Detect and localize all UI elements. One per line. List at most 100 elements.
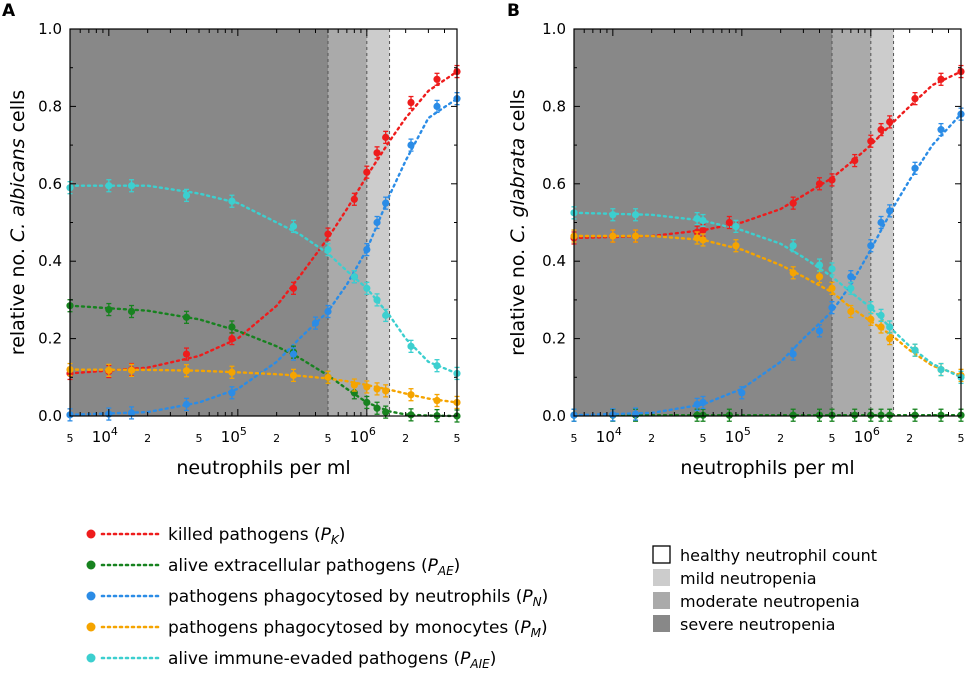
point-pn — [127, 409, 136, 417]
x-minor-tick-label: 5 — [454, 432, 461, 445]
point-pk — [828, 176, 836, 184]
x-minor-tick-label: 2 — [273, 432, 280, 445]
shade-swatch — [653, 569, 670, 586]
y-axis-title-species: C. albicans — [7, 138, 29, 242]
y-tick-label: 0.0 — [38, 407, 62, 425]
y-axis-title-prefix: relative no. — [7, 242, 29, 355]
shaded-regions — [70, 29, 391, 416]
point-paie — [228, 197, 236, 205]
point-pm — [105, 366, 113, 374]
point-pk — [725, 218, 733, 227]
x-minor-tick-label: 2 — [144, 432, 151, 445]
y-tick-label: 0.6 — [38, 175, 62, 193]
x-minor-tick-label: 2 — [777, 432, 784, 445]
point-pk — [867, 137, 875, 145]
point-pae — [105, 305, 113, 314]
point-pm — [127, 366, 136, 374]
legend-marker-pk — [86, 529, 96, 539]
point-pm — [631, 232, 640, 240]
y-tick-label: 0.2 — [38, 330, 62, 348]
point-pk — [289, 284, 298, 292]
legend-marker-pm — [86, 622, 96, 632]
point-paie — [363, 284, 371, 292]
x-axis-title: neutrophils per ml — [176, 457, 350, 479]
point-pae — [228, 323, 236, 331]
point-pn — [382, 199, 390, 207]
point-paie — [789, 242, 797, 250]
point-paie — [867, 304, 875, 312]
point-pk — [228, 335, 236, 343]
point-pn — [363, 245, 371, 254]
point-paie — [127, 182, 136, 190]
x-tick-label: 106 — [350, 425, 376, 446]
x-minor-tick-label: 2 — [906, 432, 913, 445]
series-legend: killed pathogens (PK) alive extracellular… — [86, 525, 548, 671]
point-pn — [867, 242, 875, 250]
point-pk — [815, 180, 824, 188]
point-pm — [789, 269, 797, 277]
point-pm — [732, 242, 740, 250]
point-paie — [699, 216, 707, 225]
point-pm — [693, 234, 701, 242]
point-pn — [289, 350, 298, 358]
legend-marker-pae — [86, 560, 96, 570]
point-paie — [847, 284, 855, 292]
y-axis-title-suffix: cells — [507, 89, 529, 138]
point-paie — [732, 222, 740, 230]
region-moderate-neutropenia — [328, 29, 367, 416]
point-paie — [911, 346, 919, 354]
x-minor-tick-label: 5 — [325, 432, 332, 445]
point-pk — [937, 75, 945, 83]
region-moderate-neutropenia — [832, 29, 871, 416]
point-pm — [867, 315, 875, 323]
point-pk — [911, 95, 919, 103]
point-pn — [911, 164, 919, 172]
point-pae — [886, 411, 894, 419]
y-tick-label: 0.0 — [542, 407, 566, 425]
point-pn — [407, 141, 415, 149]
point-pae — [789, 411, 797, 419]
point-pae — [382, 408, 390, 416]
point-pae — [182, 313, 191, 321]
point-pn — [937, 126, 945, 134]
legend-label-pm: pathogens phagocytosed by monocytes (PM) — [168, 618, 548, 640]
point-pk — [699, 226, 707, 234]
point-pn — [693, 400, 701, 408]
point-pm — [433, 396, 441, 405]
x-minor-tick-label: 5 — [67, 432, 74, 445]
x-tick-label: 105 — [221, 425, 247, 446]
point-pn — [699, 398, 707, 407]
x-tick-label: 106 — [854, 425, 880, 446]
point-pm — [815, 273, 824, 281]
point-pn — [738, 389, 746, 397]
neutropenia-legend: healthy neutrophil count mild neutropenia… — [652, 545, 877, 634]
point-pm — [373, 385, 381, 393]
legend-label-pn: pathogens phagocytosed by neutrophils (P… — [168, 587, 548, 609]
axis-ticks: 0.0 0.2 0.4 0.6 0.8 1.0 104 105 106 5 2 5 2 5 2 5 — [38, 20, 460, 446]
legend-label-pk: killed pathogens (PK) — [168, 525, 345, 547]
point-pae — [363, 398, 371, 407]
y-tick-label: 0.8 — [542, 97, 566, 115]
y-axis-title: relative no. C. glabrata cells — [507, 89, 529, 356]
y-axis-title-suffix: cells — [7, 90, 29, 139]
point-pm — [407, 391, 415, 399]
point-pm — [828, 284, 836, 292]
y-tick-label: 0.6 — [542, 175, 566, 193]
point-pae — [877, 411, 885, 419]
y-tick-label: 0.4 — [38, 252, 62, 270]
point-paie — [693, 215, 701, 223]
point-pm — [363, 383, 371, 391]
shade-label: healthy neutrophil count — [680, 546, 877, 565]
x-minor-tick-label: 2 — [648, 432, 655, 445]
point-pk — [789, 199, 797, 207]
point-pm — [289, 371, 298, 379]
point-pk — [382, 133, 390, 141]
point-pm — [886, 335, 894, 343]
legend-marker-paie — [86, 653, 96, 663]
point-paie — [382, 311, 390, 319]
point-pn — [324, 307, 332, 316]
panel-a: A 0.0 0.2 0.4 0.6 0.8 1.0 104 105 106 5 2 5 2 5 2 5 neu… — [2, 1, 461, 479]
y-axis-title-prefix: relative no. — [507, 243, 529, 356]
point-pk — [324, 230, 332, 238]
point-pae — [127, 307, 136, 316]
